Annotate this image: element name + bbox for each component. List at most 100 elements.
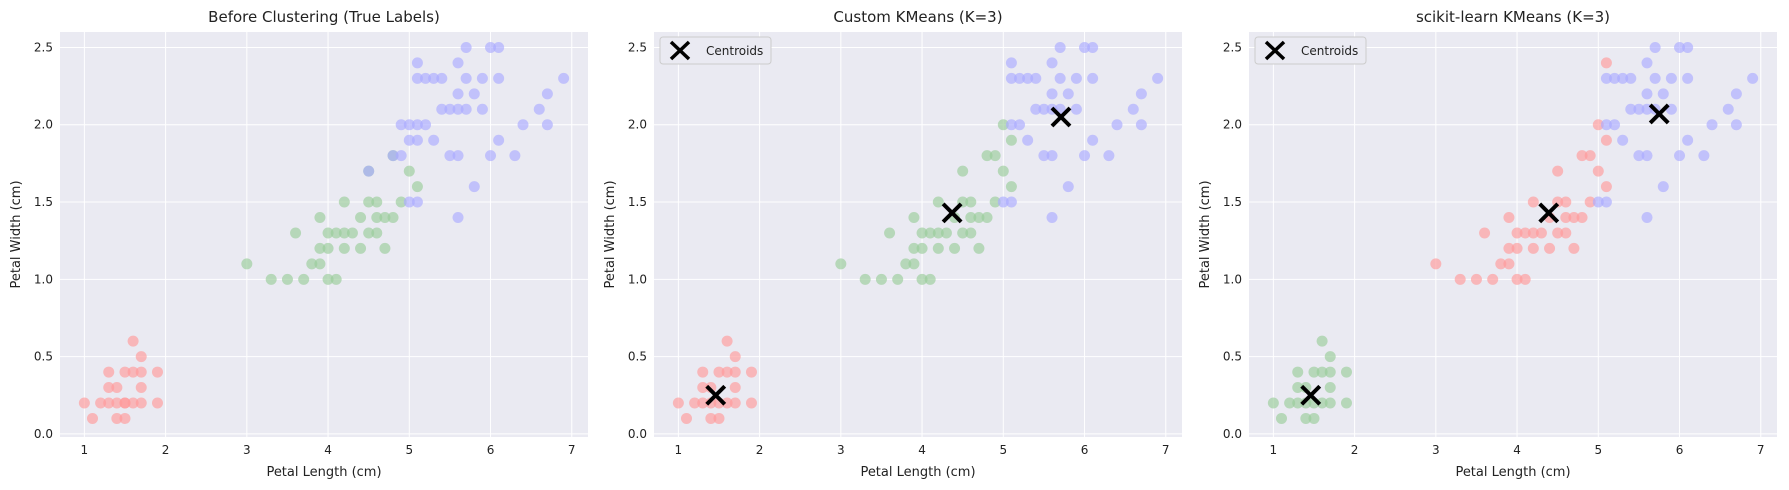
data-point-green (1308, 366, 1320, 378)
x-tick-label: 6 (1676, 443, 1684, 457)
data-point-green (322, 273, 334, 285)
data-point-blue (452, 211, 464, 223)
x-tick-label: 6 (1081, 443, 1089, 457)
y-tick-label: 2.0 (1223, 118, 1242, 132)
x-tick-label: 3 (1432, 443, 1440, 457)
data-point-blue (476, 103, 488, 115)
data-point-red (705, 412, 717, 424)
y-tick-label: 1.0 (1223, 272, 1242, 286)
tick-labels: 1 2 3 4 5 6 7 0.0 0.5 1.0 1.5 2.0 2.5 (628, 40, 1170, 457)
data-point-blue (1600, 72, 1612, 84)
data-point-red (1503, 242, 1515, 254)
data-point-blue (1657, 181, 1669, 193)
centroid-marker-stroke (1538, 202, 1560, 224)
data-point-green (306, 258, 318, 270)
data-point-green (322, 227, 334, 239)
data-point-red (1600, 181, 1612, 193)
centroid-marker-stroke (1050, 106, 1072, 128)
data-point-red (721, 366, 733, 378)
data-point-blue (395, 150, 407, 162)
x-axis-label: Petal Length (cm) (266, 465, 381, 480)
data-point-red (1503, 258, 1515, 270)
data-point-red (1600, 57, 1612, 69)
data-point-green (371, 196, 383, 208)
y-tick-label: 0.0 (34, 427, 53, 441)
data-point-blue (387, 150, 399, 162)
data-point-green (379, 211, 391, 223)
data-point-red (135, 366, 147, 378)
tick-labels: 1 2 3 4 5 6 7 0.0 0.5 1.0 1.5 2.0 2.5 (34, 40, 576, 457)
data-point-blue (1054, 41, 1066, 53)
data-point-green (965, 196, 977, 208)
data-point-blue (1079, 41, 1091, 53)
data-point-green (290, 227, 302, 239)
data-point-blue (1135, 119, 1147, 131)
data-point-blue (428, 72, 440, 84)
data-point-red (103, 382, 115, 394)
data-point-blue (1046, 150, 1058, 162)
data-point-red (1600, 134, 1612, 146)
data-point-red (1511, 227, 1523, 239)
data-point-blue (1103, 150, 1115, 162)
data-point-red (103, 397, 115, 409)
data-point-red (1519, 273, 1531, 285)
data-point-green (1292, 366, 1304, 378)
data-point-blue (1706, 119, 1718, 131)
x-tick-label: 4 (918, 443, 926, 457)
data-point-green (314, 242, 326, 254)
data-point-red (135, 351, 147, 363)
data-point-green (1284, 397, 1296, 409)
data-point-green (924, 273, 936, 285)
x-tick-label: 1 (675, 443, 683, 457)
data-point-red (1535, 227, 1547, 239)
y-tick-label: 1.5 (628, 195, 647, 209)
data-point-green (916, 273, 928, 285)
data-point-red (1495, 258, 1507, 270)
data-point-blue (468, 88, 480, 100)
data-point-green (949, 242, 961, 254)
data-point-green (908, 258, 920, 270)
data-point-green (1005, 134, 1017, 146)
data-point-green (241, 258, 253, 270)
data-point-red (1584, 196, 1596, 208)
data-point-red (1527, 242, 1539, 254)
data-point-blue (1641, 57, 1653, 69)
data-point-blue (411, 119, 423, 131)
panel-sklearn-kmeans: 1 2 3 4 5 6 7 0.0 0.5 1.0 1.5 2.0 2.5 scikit-learn K… (1198, 8, 1777, 480)
data-point-green (916, 227, 928, 239)
data-point-red (672, 397, 684, 409)
data-point-green (1005, 181, 1017, 193)
x-tick-label: 7 (1162, 443, 1170, 457)
data-point-red (697, 397, 709, 409)
data-point-blue (403, 119, 415, 131)
data-point-green (1292, 382, 1304, 394)
x-axis-label: Petal Length (cm) (1455, 465, 1570, 480)
scatter-points (1267, 41, 1759, 424)
centroid-marker-stroke (1300, 384, 1322, 406)
data-point-red (729, 382, 741, 394)
data-point-blue (428, 134, 440, 146)
y-tick-label: 0.5 (34, 350, 53, 364)
data-point-blue (1111, 119, 1123, 131)
data-point-blue (1600, 196, 1612, 208)
data-point-blue (1665, 72, 1677, 84)
data-point-green (355, 211, 367, 223)
data-point-blue (541, 119, 553, 131)
data-point-blue (517, 119, 529, 131)
tick-labels: 1 2 3 4 5 6 7 0.0 0.5 1.0 1.5 2.0 2.5 (1223, 40, 1765, 457)
centroid-markers (1300, 103, 1670, 406)
data-point-blue (452, 103, 464, 115)
data-point-blue (1625, 72, 1637, 84)
data-point-blue (1014, 72, 1026, 84)
data-point-red (1544, 242, 1556, 254)
data-point-green (1316, 397, 1328, 409)
centroid-marker-stroke (705, 384, 727, 406)
data-point-blue (1005, 196, 1017, 208)
legend-label: Centroids (706, 44, 763, 58)
data-point-blue (1087, 41, 1099, 53)
data-point-green (298, 273, 310, 285)
y-tick-label: 2.5 (628, 40, 647, 54)
data-point-blue (1062, 181, 1074, 193)
data-point-green (997, 165, 1009, 177)
x-tick-label: 1 (81, 443, 89, 457)
